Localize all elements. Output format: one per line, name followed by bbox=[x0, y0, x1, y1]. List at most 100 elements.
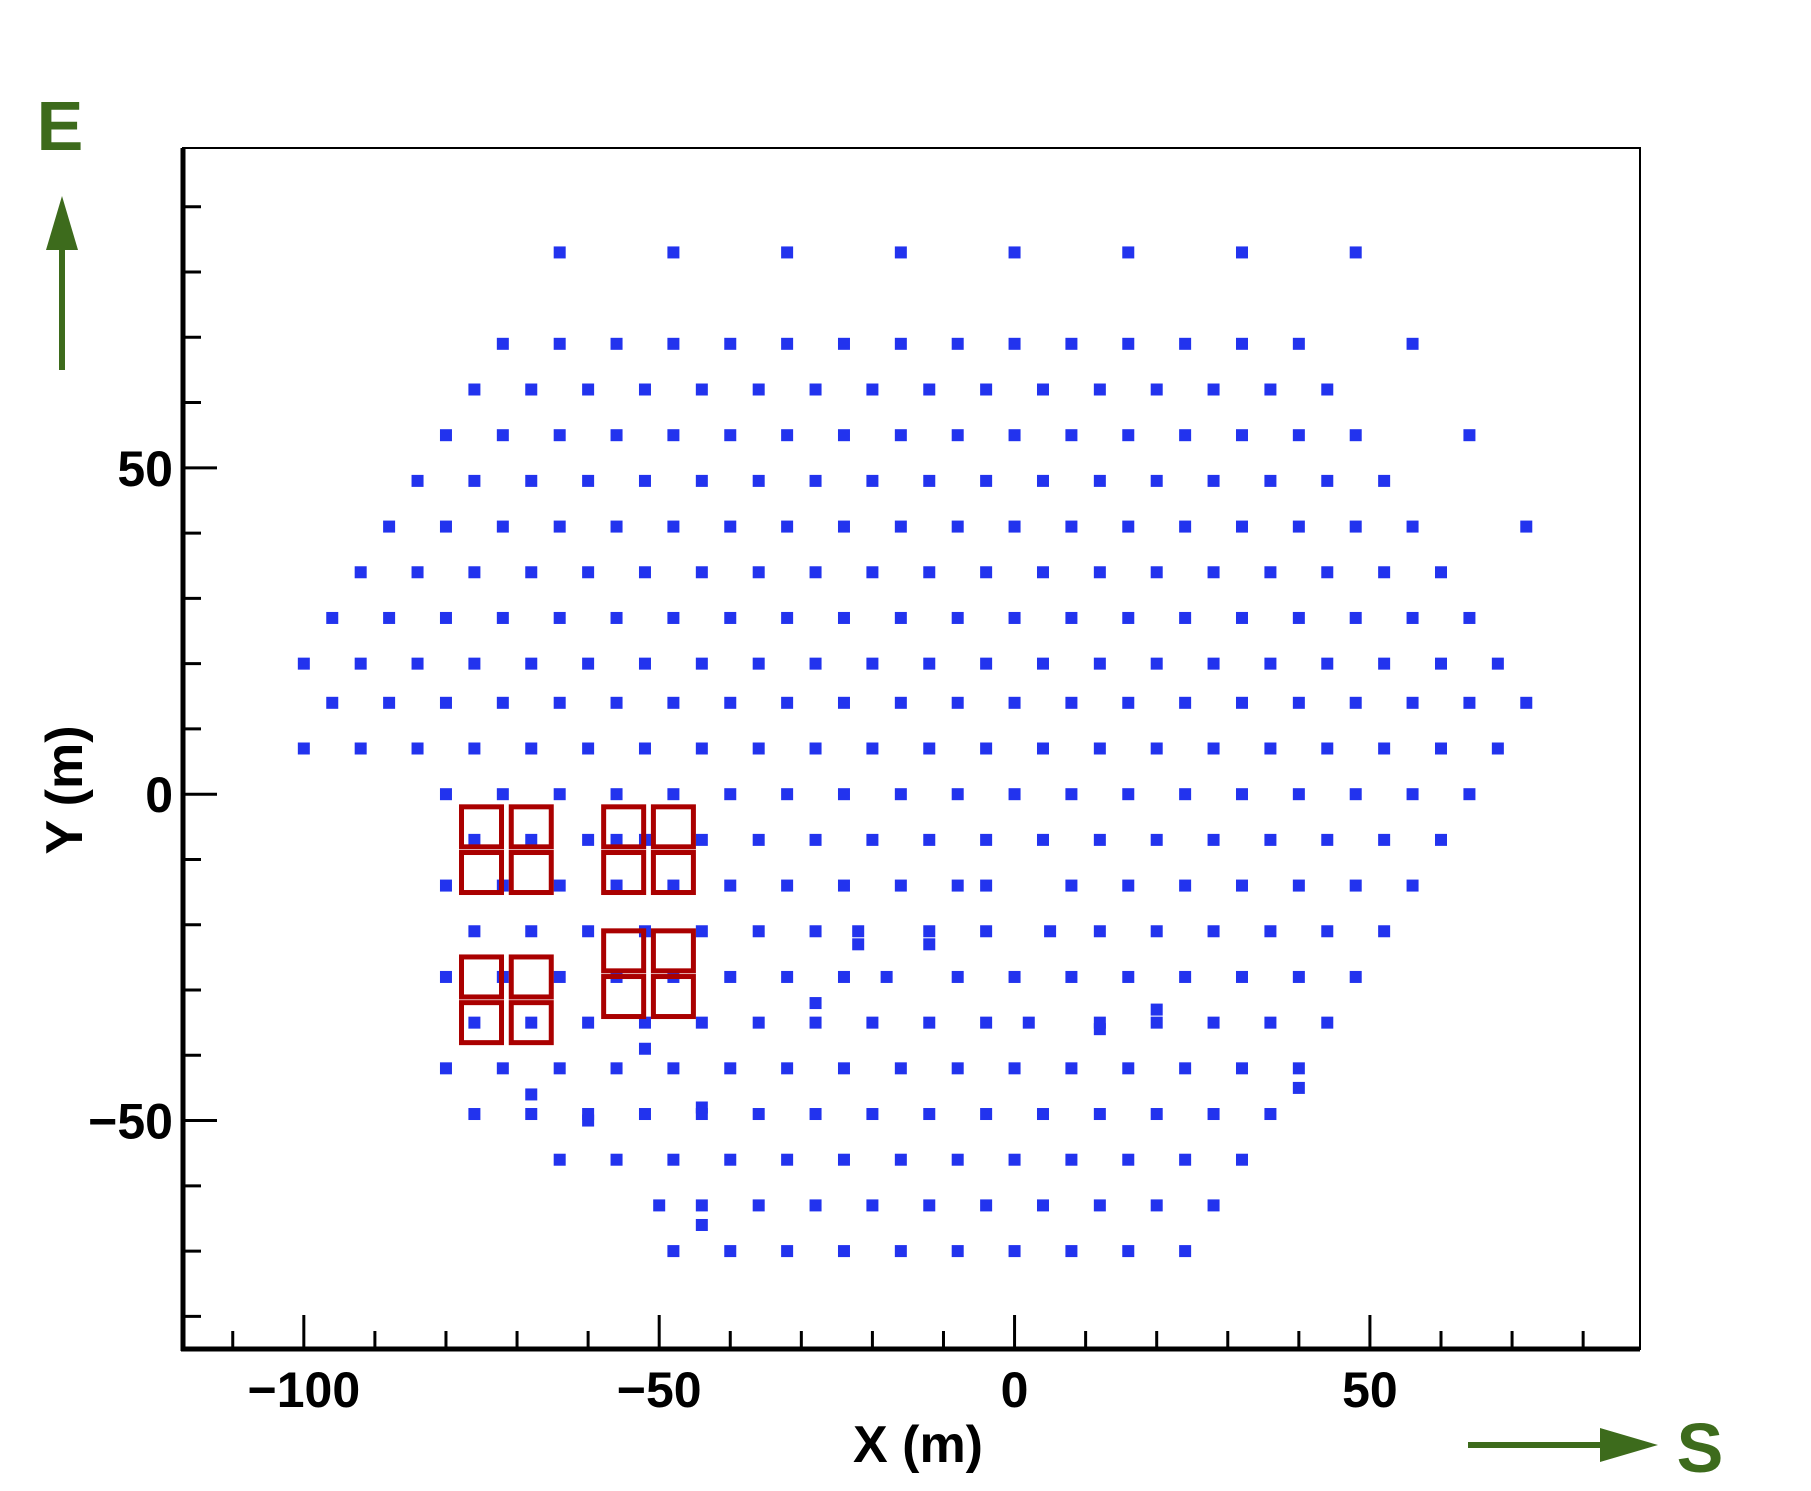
data-point bbox=[837, 429, 850, 442]
data-point bbox=[809, 742, 822, 755]
data-point bbox=[724, 520, 737, 533]
data-point bbox=[553, 1062, 566, 1075]
data-point bbox=[439, 970, 452, 983]
data-point bbox=[1179, 788, 1192, 801]
compass-east: E bbox=[37, 87, 83, 370]
data-point bbox=[781, 1245, 794, 1258]
data-point bbox=[1093, 833, 1106, 846]
data-point bbox=[1520, 696, 1533, 709]
data-point bbox=[852, 925, 865, 938]
data-point bbox=[1179, 970, 1192, 983]
data-point bbox=[1406, 520, 1419, 533]
data-point bbox=[1179, 337, 1192, 350]
data-point bbox=[553, 879, 566, 892]
data-point bbox=[1491, 657, 1504, 670]
data-point bbox=[752, 566, 765, 579]
data-point bbox=[980, 925, 993, 938]
data-point bbox=[525, 383, 538, 396]
data-point bbox=[638, 1108, 651, 1121]
data-point bbox=[1264, 1016, 1277, 1029]
data-point bbox=[923, 1199, 936, 1212]
data-point bbox=[923, 925, 936, 938]
data-point bbox=[1065, 879, 1078, 892]
data-point bbox=[297, 742, 310, 755]
data-point bbox=[1008, 970, 1021, 983]
data-point bbox=[951, 1245, 964, 1258]
data-point bbox=[695, 1218, 708, 1231]
data-point bbox=[1179, 611, 1192, 624]
data-point bbox=[326, 696, 339, 709]
data-point bbox=[1008, 429, 1021, 442]
data-point bbox=[582, 1114, 595, 1127]
data-point bbox=[439, 879, 452, 892]
data-point bbox=[1122, 696, 1135, 709]
detector-box bbox=[508, 804, 554, 850]
data-point bbox=[752, 1016, 765, 1029]
data-point bbox=[1349, 246, 1362, 259]
data-point bbox=[980, 742, 993, 755]
data-point bbox=[752, 1199, 765, 1212]
data-point bbox=[1008, 1062, 1021, 1075]
data-point bbox=[1235, 429, 1248, 442]
data-point bbox=[439, 429, 452, 442]
data-point bbox=[411, 474, 424, 487]
data-point bbox=[837, 611, 850, 624]
data-point bbox=[1207, 1016, 1220, 1029]
data-point bbox=[582, 742, 595, 755]
data-point bbox=[866, 383, 879, 396]
data-point bbox=[1463, 696, 1476, 709]
data-point bbox=[1292, 1062, 1305, 1075]
data-point bbox=[866, 833, 879, 846]
data-point bbox=[1434, 742, 1447, 755]
data-point bbox=[496, 337, 509, 350]
data-point bbox=[1264, 742, 1277, 755]
data-point bbox=[809, 1016, 822, 1029]
data-point bbox=[752, 657, 765, 670]
data-point bbox=[781, 1062, 794, 1075]
data-point bbox=[1122, 970, 1135, 983]
data-point bbox=[582, 566, 595, 579]
data-point bbox=[1036, 1108, 1049, 1121]
data-point bbox=[610, 1062, 623, 1075]
data-point bbox=[468, 925, 481, 938]
data-point bbox=[1235, 788, 1248, 801]
data-point bbox=[667, 520, 680, 533]
data-point bbox=[980, 474, 993, 487]
data-point bbox=[1378, 657, 1391, 670]
data-point bbox=[1122, 611, 1135, 624]
data-point bbox=[1150, 1003, 1163, 1016]
data-point bbox=[1150, 925, 1163, 938]
data-point bbox=[1150, 1016, 1163, 1029]
data-point bbox=[525, 925, 538, 938]
data-point bbox=[1065, 788, 1078, 801]
data-point bbox=[781, 246, 794, 259]
data-point bbox=[439, 1062, 452, 1075]
data-point bbox=[638, 383, 651, 396]
data-point bbox=[809, 833, 822, 846]
data-point bbox=[980, 383, 993, 396]
data-point bbox=[439, 611, 452, 624]
data-point bbox=[894, 1245, 907, 1258]
data-point bbox=[411, 742, 424, 755]
detector-box bbox=[601, 928, 647, 974]
data-point bbox=[582, 833, 595, 846]
data-point bbox=[837, 1245, 850, 1258]
data-point bbox=[809, 566, 822, 579]
data-point bbox=[951, 520, 964, 533]
data-point bbox=[1235, 1062, 1248, 1075]
data-point bbox=[1292, 970, 1305, 983]
data-point bbox=[1378, 742, 1391, 755]
data-point bbox=[894, 246, 907, 259]
data-point bbox=[724, 337, 737, 350]
detector-box bbox=[650, 804, 696, 850]
data-point bbox=[1065, 337, 1078, 350]
data-point bbox=[1093, 1199, 1106, 1212]
data-point bbox=[1044, 925, 1057, 938]
data-point bbox=[980, 657, 993, 670]
data-point bbox=[781, 1153, 794, 1166]
data-point bbox=[1264, 925, 1277, 938]
data-point bbox=[1207, 657, 1220, 670]
data-point bbox=[496, 611, 509, 624]
data-point bbox=[582, 1016, 595, 1029]
data-point bbox=[837, 879, 850, 892]
